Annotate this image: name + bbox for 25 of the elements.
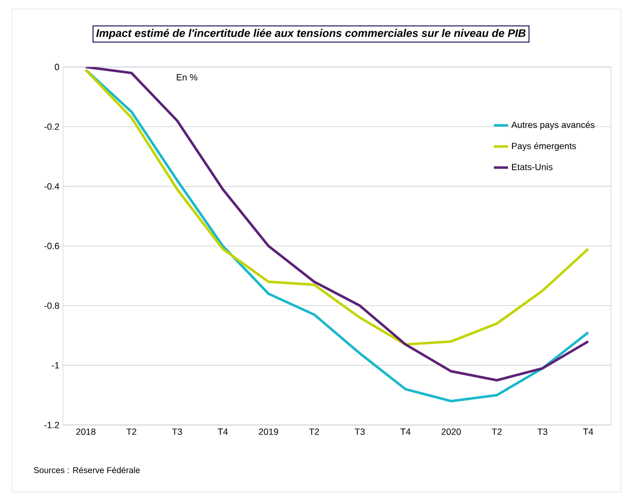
y-tick-label: -0.4 [44,183,60,190]
legend-label: Etats-Unis [512,164,552,170]
x-tick-label: T4 [400,428,410,435]
y-tick-label: -1.2 [44,422,60,428]
y-tick-label: -0.8 [44,302,60,309]
source-note: Sources : Réserve Fédérale [34,466,140,474]
x-tick-label: T3 [354,428,365,435]
y-tick-label: -0.2 [44,123,60,130]
x-tick-label: T2 [492,428,502,435]
y-tick-label: 0 [54,64,60,70]
legend-label: Autres pays avancés [511,121,594,130]
chart-title: Impact estimé de l'incertitude liée aux tensions commerciales sur le niveau de PIB [96,28,526,40]
x-tick-label: T4 [218,428,228,435]
x-tick-label: 2018 [76,428,96,435]
x-tick-label: T2 [126,428,136,435]
x-tick-label: T3 [537,428,548,435]
y-tick-label: -0.6 [44,242,60,250]
x-tick-label: 2020 [442,428,461,435]
x-tick-label: T3 [172,428,182,435]
y-tick-label: -1 [52,362,60,368]
legend-label: Pays émergents [512,142,576,151]
x-tick-label: T4 [583,428,594,435]
x-tick-label: T2 [309,428,319,435]
x-tick-label: 2019 [258,428,278,435]
annotation: En % [176,74,198,80]
